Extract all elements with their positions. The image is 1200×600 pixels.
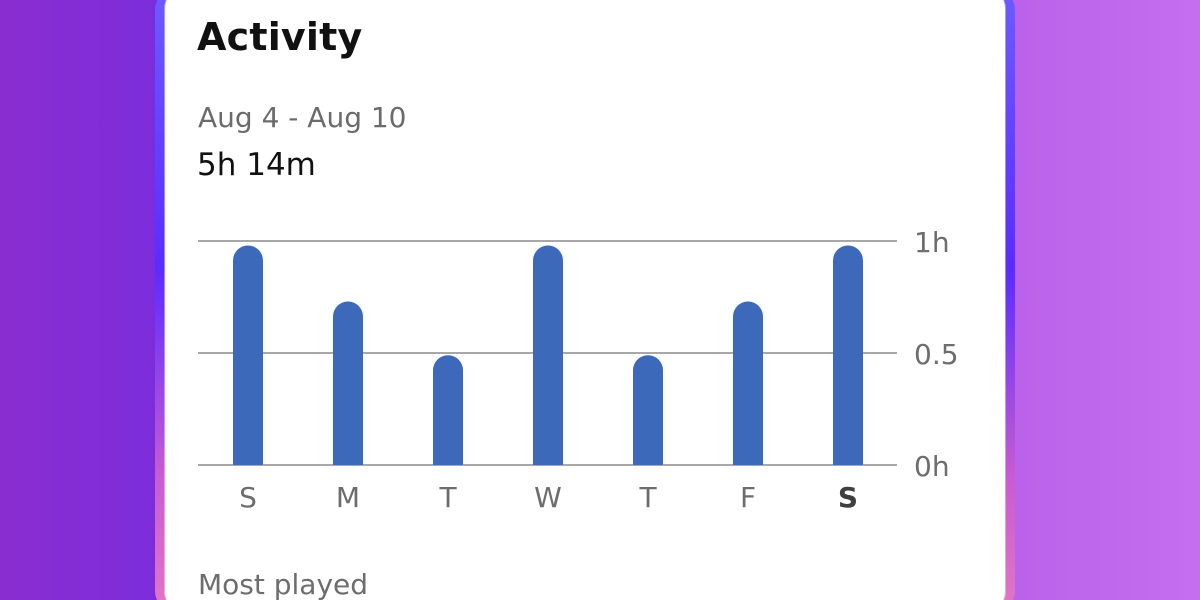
most-played-heading: Most played <box>198 568 369 600</box>
date-range: Aug 4 - Aug 10 <box>198 101 407 134</box>
page-title: Activity <box>197 15 363 59</box>
background-left <box>0 0 170 600</box>
activity-card <box>165 0 1005 600</box>
total-time: 5h 14m <box>197 147 316 183</box>
